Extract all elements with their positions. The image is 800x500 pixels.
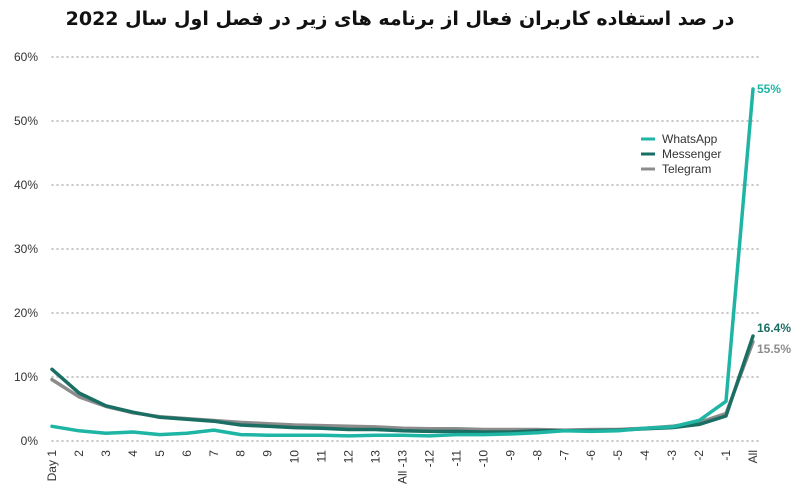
x-tick-label: -3	[665, 450, 679, 461]
x-tick-label: 9	[261, 450, 275, 457]
series-line-whatsapp	[50, 87, 755, 438]
x-axis-ticks: Day 1 2 3 4 5 6 7 8 9 10 11 12 13 All -13 -12 -11 -10 -9 -…	[45, 450, 760, 484]
x-tick-label: 2	[72, 450, 86, 457]
x-tick-label: 4	[126, 450, 140, 457]
y-tick-label: 40%	[14, 178, 38, 192]
y-tick-label: 30%	[14, 242, 38, 256]
x-tick-label: 3	[99, 450, 113, 457]
y-tick-label: 0%	[21, 434, 39, 448]
legend-label-messenger: Messenger	[662, 147, 721, 161]
x-tick-label: -7	[557, 450, 571, 461]
x-tick-label: 6	[180, 450, 194, 457]
x-tick-label: All -13	[396, 450, 410, 484]
x-tick-label: -1	[719, 450, 733, 461]
x-tick-label: -5	[611, 450, 625, 461]
x-tick-label: -8	[530, 450, 544, 461]
y-tick-label: 50%	[14, 114, 38, 128]
x-tick-label: Day 1	[45, 450, 59, 482]
x-tick-label: 8	[234, 450, 248, 457]
chart-title: در صد استفاده کاربران فعال از برنامه های…	[65, 8, 735, 30]
x-tick-label: 5	[153, 450, 167, 457]
end-label-whatsapp: 55%	[757, 82, 781, 96]
end-labels: 55% 16.4% 15.5%	[757, 82, 791, 356]
legend-label-whatsapp: WhatsApp	[662, 132, 718, 146]
end-label-telegram: 15.5%	[757, 342, 791, 356]
grid-lines	[51, 56, 762, 442]
x-tick-label: -2	[692, 450, 706, 461]
x-tick-label: 7	[207, 450, 221, 457]
series-lines	[50, 87, 755, 438]
legend-label-telegram: Telegram	[662, 162, 711, 176]
series-line-messenger	[50, 334, 755, 434]
x-tick-label: -4	[638, 450, 652, 461]
y-axis-ticks: 60% 50% 40% 30% 20% 10% 0%	[14, 50, 38, 448]
x-tick-label: 13	[369, 450, 383, 464]
end-label-messenger: 16.4%	[757, 321, 791, 335]
x-tick-label: -10	[476, 450, 490, 468]
x-tick-label: 10	[288, 450, 302, 464]
x-tick-label: All	[746, 450, 760, 463]
y-tick-label: 20%	[14, 306, 38, 320]
x-tick-label: 11	[315, 450, 329, 463]
x-tick-label: -12	[422, 450, 436, 468]
x-tick-label: -6	[584, 450, 598, 461]
x-tick-label: -9	[503, 450, 517, 461]
y-tick-label: 10%	[14, 370, 38, 384]
y-tick-label: 60%	[14, 50, 38, 64]
x-tick-label: 12	[342, 450, 356, 464]
x-tick-label: -11	[449, 450, 463, 467]
